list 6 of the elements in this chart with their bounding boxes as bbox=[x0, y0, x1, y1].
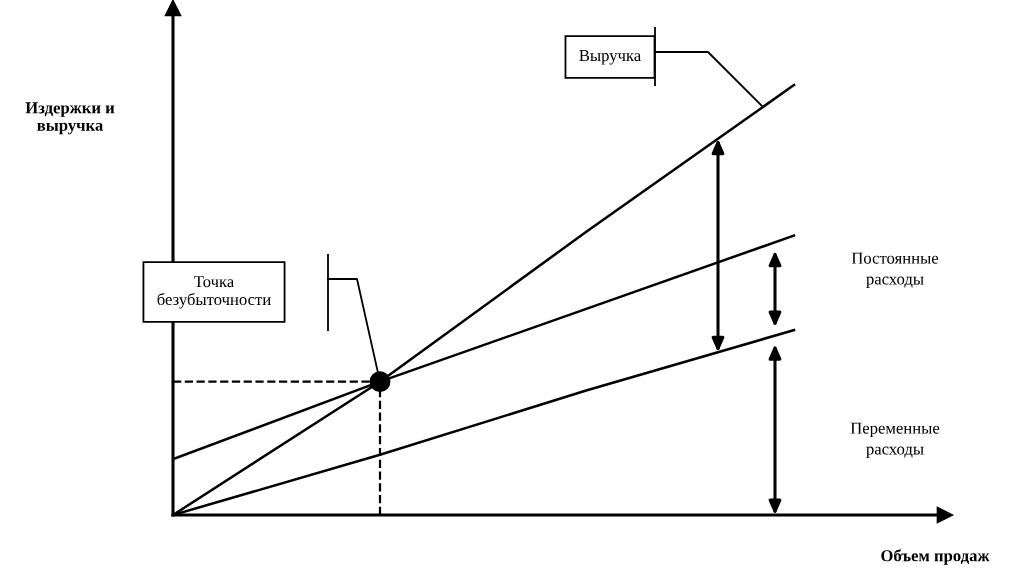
annotation: Точка безубыточности bbox=[157, 276, 271, 309]
y-axis-title: Издержки и выручка bbox=[25, 102, 115, 135]
annotation: Постоянные расходы bbox=[851, 252, 939, 289]
text: Выручка bbox=[579, 50, 641, 65]
annotation: Переменные расходы bbox=[850, 422, 940, 459]
x-axis-title: Объем продаж bbox=[881, 549, 990, 565]
